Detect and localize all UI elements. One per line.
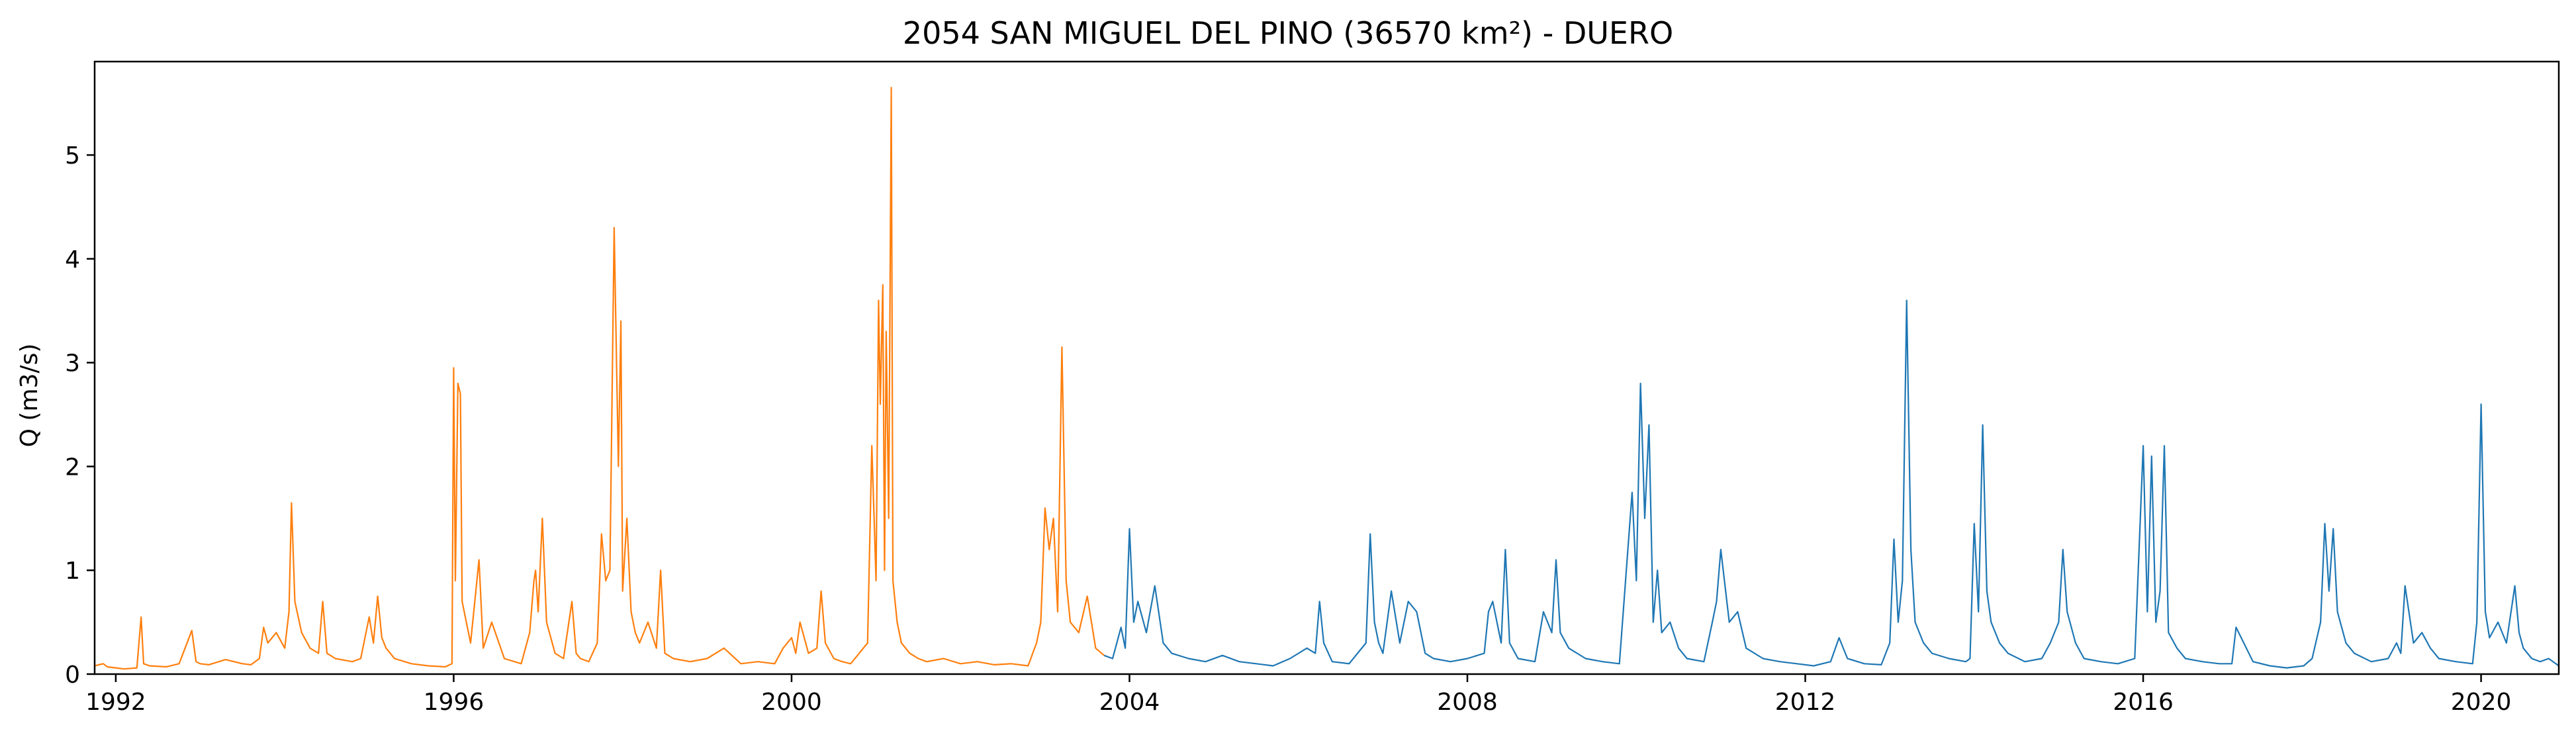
y-tick-label: 1 <box>65 558 80 585</box>
chart-title: 2054 SAN MIGUEL DEL PINO (36570 km²) - D… <box>903 15 1673 51</box>
series-line-1 <box>1103 299 2559 669</box>
x-axis: 1992 1996 2000 2004 2008 2012 2016 2020 <box>85 674 2511 716</box>
y-tick-label: 3 <box>65 350 80 377</box>
y-axis-label: Q (m3/s) <box>16 344 43 448</box>
y-tick-label: 2 <box>65 454 80 481</box>
y-axis: 0 1 2 3 4 5 <box>65 142 95 689</box>
y-tick-label: 0 <box>65 662 80 689</box>
x-tick-label: 2016 <box>2113 689 2174 716</box>
x-tick-label: 2012 <box>1775 689 1836 716</box>
x-tick-label: 2000 <box>761 689 822 716</box>
y-tick-label: 5 <box>65 142 80 170</box>
axes-frame <box>93 60 2560 675</box>
x-tick-label: 1996 <box>424 689 484 716</box>
x-tick-label: 2020 <box>2451 689 2512 716</box>
plot-area <box>94 87 2559 670</box>
series-line-0 <box>94 87 1105 670</box>
x-tick-label: 2004 <box>1099 689 1160 716</box>
x-tick-label: 1992 <box>85 689 146 716</box>
y-tick-label: 4 <box>65 246 80 273</box>
x-tick-label: 2008 <box>1437 689 1498 716</box>
